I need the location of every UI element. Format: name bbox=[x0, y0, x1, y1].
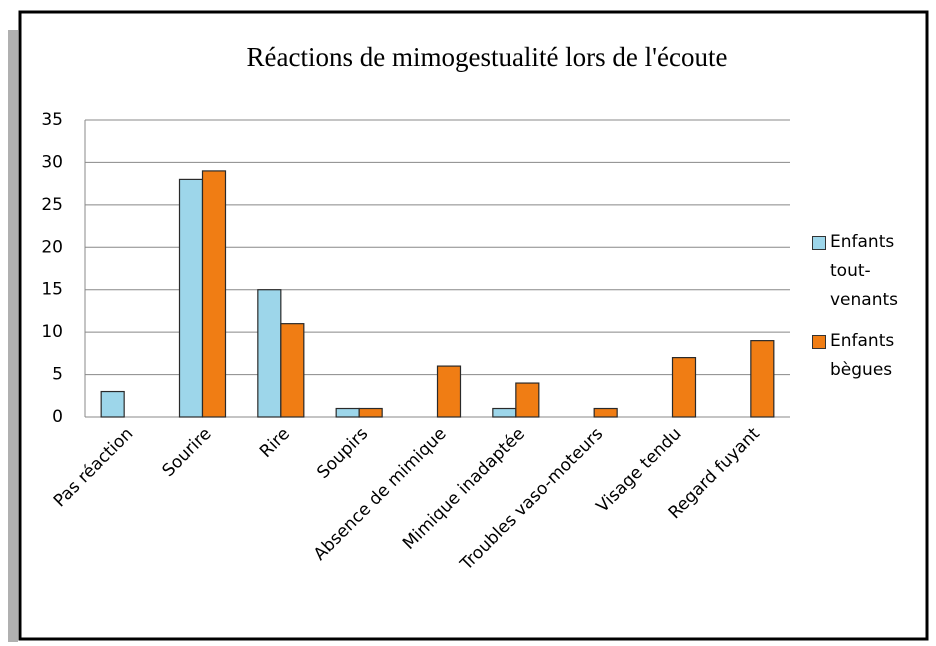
chart-title: Réactions de mimogestualité lors de l'éc… bbox=[247, 42, 728, 72]
y-tick-label: 20 bbox=[41, 237, 63, 257]
legend-item: Enfants tout-venants bbox=[812, 228, 912, 315]
legend-label: Enfants tout-venants bbox=[830, 232, 899, 310]
bar bbox=[492, 407, 517, 418]
bar bbox=[257, 289, 282, 418]
bar bbox=[335, 407, 360, 418]
bar bbox=[750, 340, 775, 418]
y-tick-label: 30 bbox=[41, 152, 63, 172]
legend-swatch bbox=[812, 236, 826, 250]
y-tick-label: 0 bbox=[52, 407, 63, 427]
y-tick-label: 10 bbox=[41, 322, 63, 342]
y-tick-label: 25 bbox=[41, 195, 63, 215]
bar bbox=[436, 365, 462, 418]
bar bbox=[100, 390, 125, 418]
legend-swatch bbox=[812, 335, 826, 349]
bar bbox=[671, 357, 697, 418]
bar bbox=[178, 178, 204, 418]
frame-shadow bbox=[8, 30, 18, 642]
bar bbox=[515, 382, 540, 418]
bar bbox=[280, 323, 305, 418]
y-tick-label: 5 bbox=[52, 365, 63, 385]
legend-item: Enfants bègues bbox=[812, 327, 912, 385]
bar bbox=[593, 407, 618, 418]
frame bbox=[18, 10, 929, 641]
legend: Enfants tout-venants Enfants bègues bbox=[812, 228, 912, 397]
y-tick-label: 35 bbox=[41, 110, 63, 130]
bar bbox=[358, 407, 383, 418]
bar bbox=[201, 170, 227, 418]
legend-label: Enfants bègues bbox=[830, 331, 895, 380]
y-tick-label: 15 bbox=[41, 280, 63, 300]
